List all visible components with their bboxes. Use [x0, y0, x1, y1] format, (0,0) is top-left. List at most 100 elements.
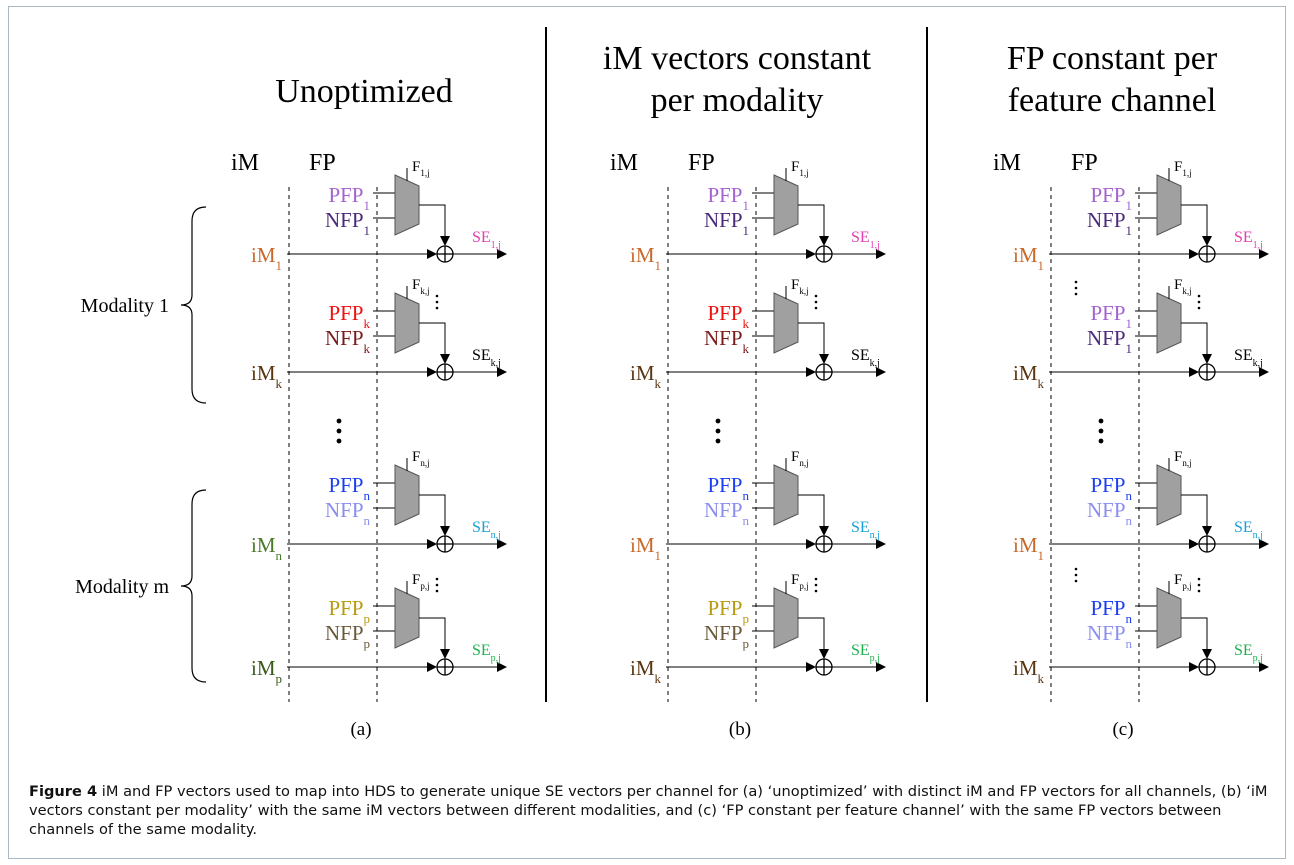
im-vector-label: iMk	[251, 361, 283, 391]
mux-output-line	[419, 494, 450, 536]
im-vector-label: iMn	[251, 533, 283, 563]
feature-select-label: Fk,j	[791, 277, 809, 296]
ellipsis-dot	[1074, 292, 1078, 296]
ellipsis-dot	[715, 418, 721, 424]
select-ellipsis	[1197, 577, 1201, 593]
im-vector-label: iM1	[251, 243, 282, 273]
modality-bracket: Modality m	[75, 489, 207, 683]
panel-title-line: feature channel	[1008, 82, 1217, 119]
mux-output-line	[1181, 322, 1212, 364]
channel-row	[1049, 581, 1269, 676]
panel-a: Unoptimized iM FP (a)	[231, 73, 507, 740]
bracket-shape	[180, 489, 207, 683]
select-ellipsis	[814, 294, 818, 310]
mux-output-line	[419, 204, 450, 246]
modality-label: Modality m	[75, 576, 169, 598]
xor-symbol	[815, 245, 833, 263]
caption-text: iM and FP vectors used to map into HDS t…	[29, 783, 1268, 838]
ellipsis-dot	[435, 294, 439, 298]
im-vector-label: iM1	[1013, 243, 1044, 273]
ellipsis-dot	[1074, 286, 1078, 290]
mux-output-line	[419, 617, 450, 659]
se-vector-label: SEp,j	[472, 642, 501, 664]
vertical-ellipsis	[715, 418, 721, 444]
select-ellipsis	[435, 577, 439, 593]
xor-symbol	[815, 363, 833, 381]
im-vector-label: iM1	[1013, 533, 1044, 563]
fp-column-header: FP	[1071, 150, 1098, 176]
subfigure-label: (b)	[729, 719, 751, 740]
xor-symbol	[1198, 535, 1216, 553]
nfp-vector-label: NFP1	[704, 208, 749, 238]
se-vector-label: SEn,j	[1234, 519, 1263, 541]
subfigure-label: (c)	[1112, 719, 1133, 740]
im-vector-label: iMk	[1013, 361, 1045, 391]
feature-select-label: Fn,j	[412, 449, 430, 468]
mux-selector	[773, 292, 799, 354]
subfigure-label: (a)	[350, 719, 371, 740]
mux-selector	[773, 464, 799, 526]
channel-row	[287, 458, 507, 553]
ellipsis-dot	[1074, 280, 1078, 284]
channel-row	[287, 168, 507, 263]
channel-row	[666, 458, 886, 553]
fp-ellipsis	[1074, 280, 1078, 296]
ellipsis-dot	[814, 589, 818, 593]
ellipsis-dot	[1074, 579, 1078, 583]
channel-row	[1049, 286, 1269, 381]
se-vector-label: SEn,j	[472, 519, 501, 541]
ellipsis-dot	[1197, 306, 1201, 310]
ellipsis-dot	[715, 438, 721, 444]
xor-symbol	[1198, 245, 1216, 263]
xor-symbol	[1198, 658, 1216, 676]
ellipsis-dot	[435, 300, 439, 304]
se-vector-label: SE1,j	[851, 229, 880, 251]
panel-title-line: iM vectors constant	[603, 40, 872, 77]
feature-select-label: F1,j	[412, 159, 430, 178]
ellipsis-dot	[1098, 428, 1104, 434]
im-vector-label: iM1	[630, 243, 661, 273]
se-vector-label: SE1,j	[472, 229, 501, 251]
feature-select-label: Fk,j	[1174, 277, 1192, 296]
xor-symbol	[815, 658, 833, 676]
bracket-shape	[180, 206, 207, 404]
mux-selector	[394, 587, 420, 649]
im-column-header: iM	[231, 150, 259, 176]
nfp-vector-label: NFP1	[325, 208, 370, 238]
ellipsis-dot	[435, 589, 439, 593]
feature-select-label: Fk,j	[412, 277, 430, 296]
ellipsis-dot	[715, 428, 721, 434]
im-vector-label: iMk	[1013, 656, 1045, 686]
se-vector-label: SEk,j	[1234, 347, 1263, 369]
mux-output-line	[1181, 494, 1212, 536]
ellipsis-dot	[336, 438, 342, 444]
ellipsis-dot	[435, 577, 439, 581]
mux-output-line	[419, 322, 450, 364]
se-vector-label: SEn,j	[851, 519, 880, 541]
fp-ellipsis	[1074, 567, 1078, 583]
xor-symbol	[436, 245, 454, 263]
panel-title: Unoptimized	[275, 73, 453, 110]
xor-symbol	[436, 658, 454, 676]
ellipsis-dot	[1098, 418, 1104, 424]
fp-column-header: FP	[309, 150, 336, 176]
im-column-header: iM	[993, 150, 1021, 176]
ellipsis-dot	[1197, 589, 1201, 593]
ellipsis-dot	[1074, 567, 1078, 571]
im-vector-label: iM1	[630, 533, 661, 563]
select-ellipsis	[1197, 294, 1201, 310]
ellipsis-dot	[1197, 583, 1201, 587]
channel-row	[1049, 168, 1269, 263]
se-vector-label: SEp,j	[851, 642, 880, 664]
panel-c: FP constant per feature channel iM FP (c)	[993, 40, 1269, 740]
modality-bracket: Modality 1	[81, 206, 207, 404]
channel-row	[666, 286, 886, 381]
vertical-ellipsis	[336, 418, 342, 444]
feature-select-label: Fp,j	[791, 572, 809, 591]
ellipsis-dot	[1197, 300, 1201, 304]
feature-select-label: F1,j	[791, 159, 809, 178]
ellipsis-dot	[1074, 573, 1078, 577]
figure-caption: Figure 4 iM and FP vectors used to map i…	[29, 782, 1279, 839]
feature-select-label: Fn,j	[791, 449, 809, 468]
